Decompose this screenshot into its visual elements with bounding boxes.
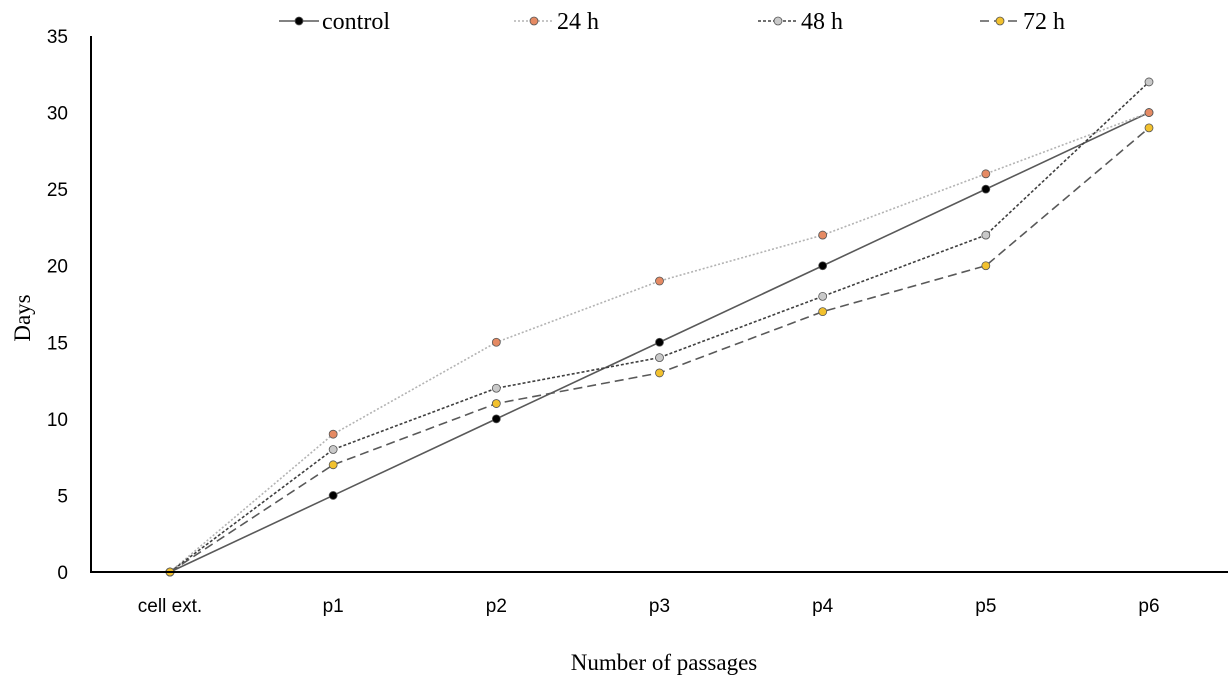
data-point-72-h xyxy=(491,399,501,408)
data-point-24-h xyxy=(981,169,991,179)
data-point-48-h xyxy=(655,353,664,363)
data-point-control xyxy=(818,261,828,271)
data-point-24-h xyxy=(1144,108,1154,117)
series-points xyxy=(165,77,1154,577)
data-point-24-h xyxy=(491,337,501,347)
x-tick-label: p4 xyxy=(812,596,834,617)
y-tick-label: 25 xyxy=(47,180,68,201)
legend-item-48-h: 48 h xyxy=(758,9,843,35)
data-point-control xyxy=(328,491,338,500)
x-tick-label: p5 xyxy=(975,596,996,617)
y-axis-ticks: 0 5 10 15 20 25 30 35 xyxy=(47,27,68,584)
data-point-48-h xyxy=(328,445,338,454)
x-axis-ticks: cell ext. p1 p2 p3 p4 p5 p6 xyxy=(138,596,1160,617)
y-tick-label: 0 xyxy=(57,563,68,584)
series-line-72-h xyxy=(169,127,1150,573)
x-tick-label: p1 xyxy=(323,596,344,617)
y-tick-label: 10 xyxy=(47,410,68,431)
legend-label: control xyxy=(322,9,390,35)
legend-marker xyxy=(773,16,783,26)
y-tick-label: 20 xyxy=(47,257,68,278)
legend-label: 72 h xyxy=(1023,9,1065,35)
data-point-control xyxy=(655,337,664,347)
data-point-24-h xyxy=(655,276,664,286)
legend-item-24-h: 24 h xyxy=(514,9,599,35)
x-tick-label: p2 xyxy=(486,596,507,617)
data-point-72-h xyxy=(655,368,664,378)
y-tick-label: 30 xyxy=(47,104,68,125)
y-tick-label: 15 xyxy=(47,333,68,354)
data-point-72-h xyxy=(328,460,338,470)
data-point-48-h xyxy=(818,291,828,301)
legend-item-72-h: 72 h xyxy=(980,9,1065,35)
legend: control 24 h 48 h 72 h xyxy=(279,9,1065,35)
legend-marker xyxy=(294,16,304,26)
data-point-48-h xyxy=(491,383,501,393)
y-tick-label: 5 xyxy=(57,486,68,507)
series-line-48-h xyxy=(169,81,1150,573)
series-lines xyxy=(169,81,1150,573)
data-point-48-h xyxy=(1144,77,1154,87)
x-tick-label: p6 xyxy=(1138,596,1159,617)
data-point-24-h xyxy=(328,429,338,439)
data-point-24-h xyxy=(818,230,828,240)
data-point-48-h xyxy=(981,230,991,240)
data-point-72-h xyxy=(1144,123,1154,133)
data-point-control xyxy=(491,414,501,424)
data-point-control xyxy=(981,184,991,194)
y-axis-title: Days xyxy=(10,294,35,341)
legend-label: 48 h xyxy=(801,9,843,35)
x-tick-label: p3 xyxy=(649,596,670,617)
data-point-72-h xyxy=(981,261,991,271)
legend-marker xyxy=(995,16,1005,26)
legend-marker xyxy=(529,16,539,26)
legend-item-control: control xyxy=(279,9,390,35)
legend-label: 24 h xyxy=(557,9,599,35)
data-point-72-h xyxy=(818,307,828,317)
y-tick-label: 35 xyxy=(47,27,68,48)
x-tick-label: cell ext. xyxy=(138,596,202,617)
x-axis-title: Number of passages xyxy=(571,650,758,675)
